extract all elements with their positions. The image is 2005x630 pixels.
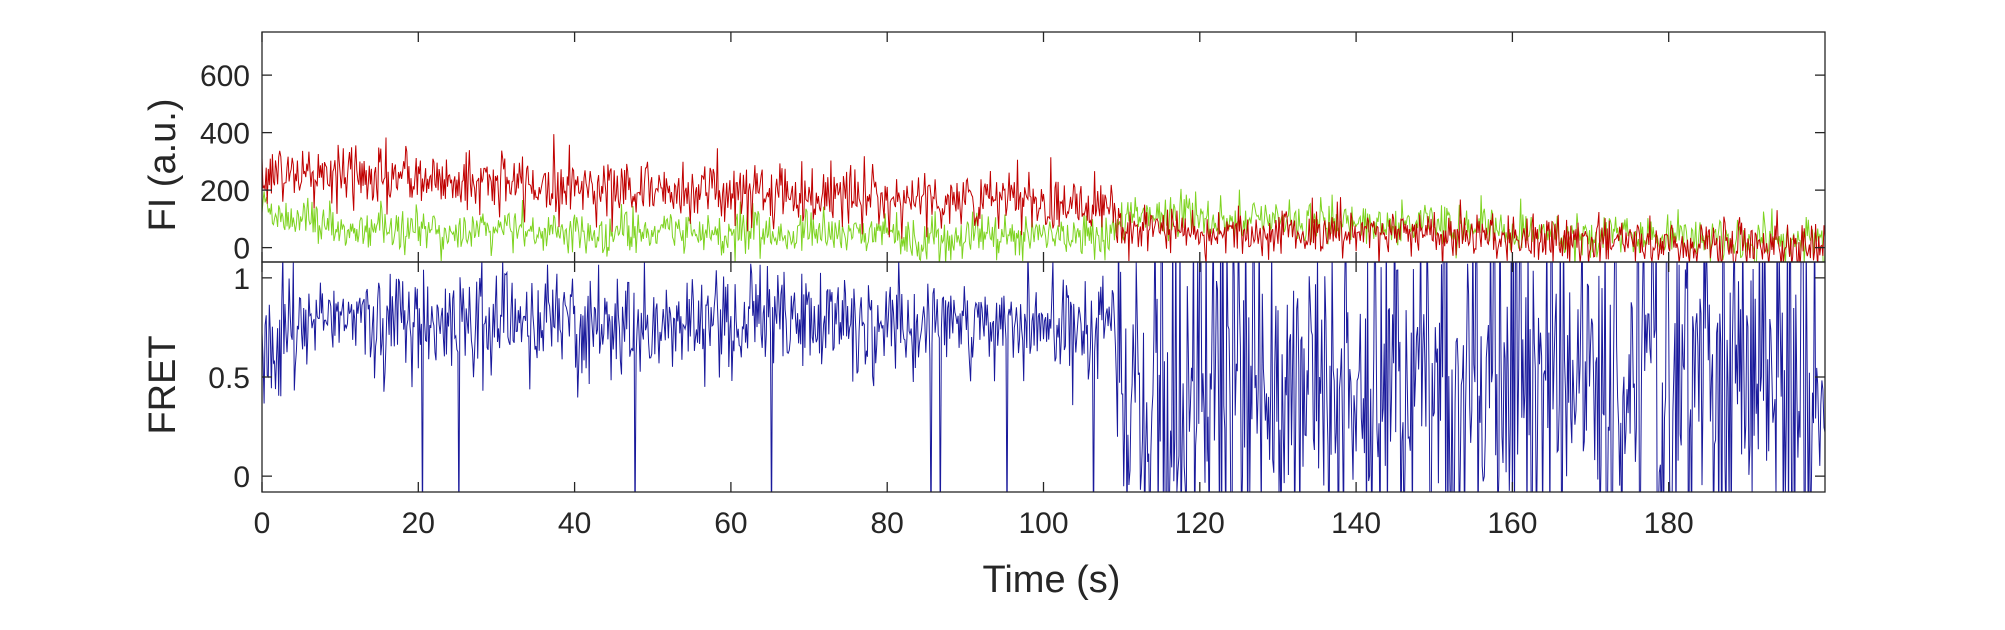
x-tick-label: 40 [558, 507, 591, 540]
time-x-axis: 0 20 40 60 80 100 120 140 160 180 [254, 32, 1694, 540]
fret-trace [262, 262, 1825, 492]
fluorescence-trace-green [262, 188, 1825, 262]
x-tick-label: 80 [871, 507, 904, 540]
fret-series-group [262, 262, 1825, 492]
x-axis-label: Time (s) [983, 559, 1121, 601]
fret-y-axis-label: FRET [142, 335, 184, 434]
fret-y-axis: 00.51 [208, 263, 1825, 494]
fret-panel-frame [261, 261, 1826, 493]
x-tick-label: 120 [1175, 507, 1225, 540]
fret-y-tick-label: 0.5 [208, 362, 250, 395]
x-tick-label: 0 [254, 507, 271, 540]
x-tick-label: 20 [402, 507, 435, 540]
fluorescence-y-tick-label: 400 [200, 118, 250, 151]
fluorescence-y-tick-label: 0 [233, 233, 250, 266]
fret-y-tick-label: 1 [233, 263, 250, 296]
fluorescence-y-tick-label: 600 [200, 60, 250, 93]
x-tick-label: 180 [1644, 507, 1694, 540]
fluorescence-trace-red [262, 134, 1825, 262]
fluorescence-y-axis: 0 200 400 600 [200, 60, 1825, 266]
fret-y-tick-label: 0 [233, 461, 250, 494]
fluorescence-series-group [262, 134, 1825, 262]
x-tick-label: 140 [1331, 507, 1381, 540]
fluorescence-y-axis-label: FI (a.u.) [142, 98, 184, 231]
fret-panel: 00.51 0 20 40 60 80 100 120 140 160 180 FRET [142, 32, 1826, 540]
x-tick-label: 160 [1487, 507, 1537, 540]
fluorescence-panel: 0 200 400 600 FI (a.u.) [142, 31, 1826, 266]
x-tick-label: 60 [714, 507, 747, 540]
fluorescence-y-tick-label: 200 [200, 175, 250, 208]
x-tick-label: 100 [1018, 507, 1068, 540]
